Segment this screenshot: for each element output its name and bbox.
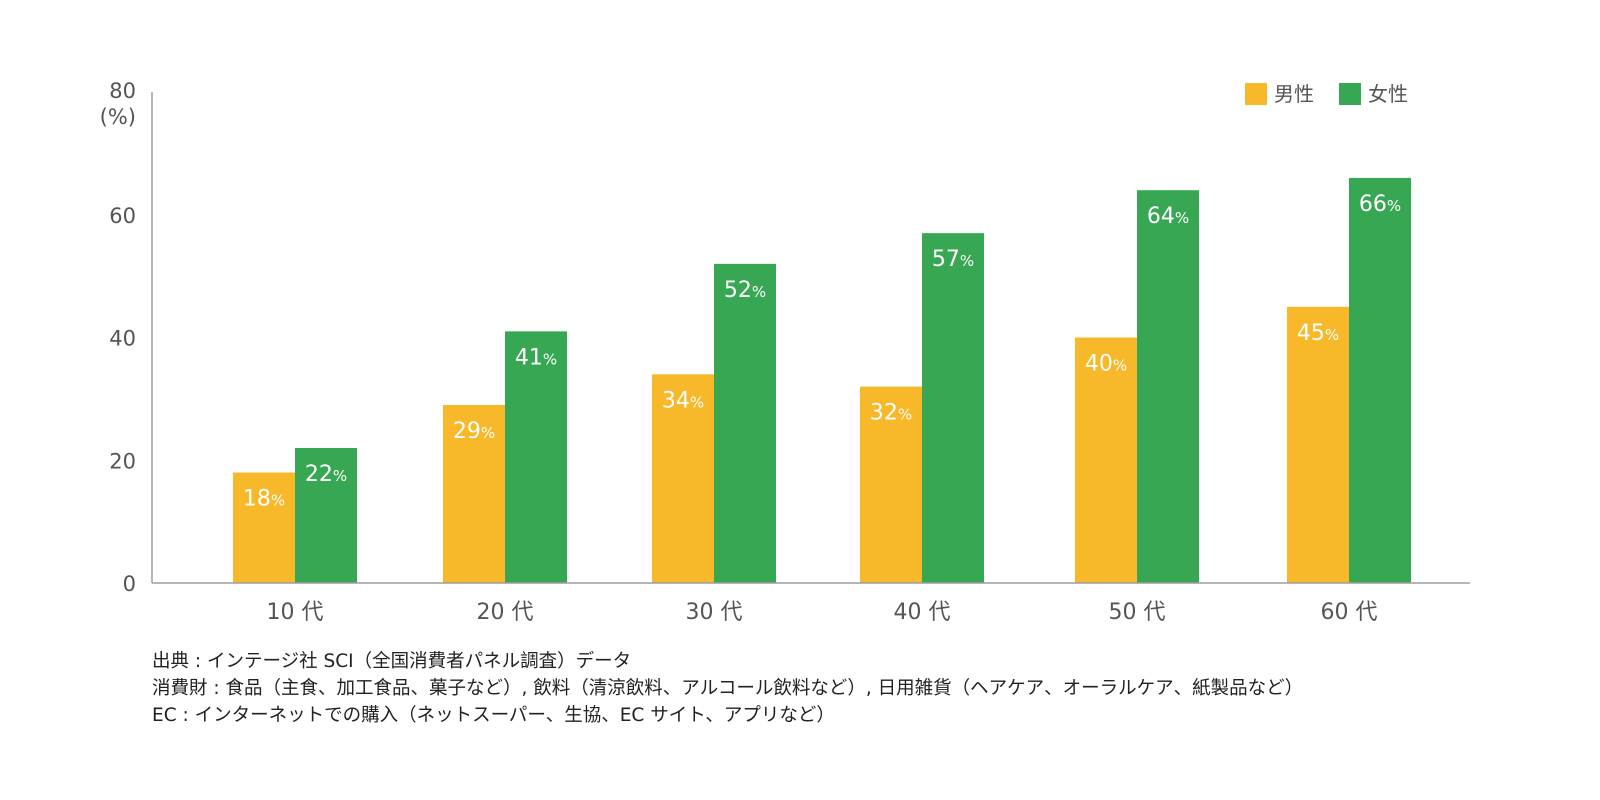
legend-swatch bbox=[1339, 83, 1361, 105]
bar bbox=[295, 447, 357, 583]
y-tick-label: 40 bbox=[109, 327, 136, 351]
x-tick-label: 60 代 bbox=[1321, 600, 1378, 625]
x-tick-label: 40 代 bbox=[894, 600, 951, 625]
bar bbox=[1349, 177, 1411, 584]
bar-data-label: 29% bbox=[453, 419, 495, 444]
bar bbox=[860, 386, 922, 583]
bars bbox=[233, 177, 1411, 584]
bar-data-label: 34% bbox=[662, 388, 704, 413]
footnotes: 出典 : インテージ社 SCI（全国消費者パネル調査）データ 消費財 : 食品（… bbox=[152, 648, 1572, 729]
footnote-source: 出典 : インテージ社 SCI（全国消費者パネル調査）データ bbox=[152, 651, 632, 672]
bar-data-label: 32% bbox=[870, 401, 912, 426]
legend-label: 男性 bbox=[1274, 82, 1314, 106]
bar-data-label: 57% bbox=[932, 247, 974, 272]
x-tick-label: 20 代 bbox=[477, 600, 534, 625]
legend-label: 女性 bbox=[1368, 82, 1408, 106]
bar-data-label: 64% bbox=[1147, 204, 1189, 229]
legend-swatch bbox=[1245, 83, 1267, 105]
bar-data-label: 22% bbox=[305, 462, 347, 487]
x-tick-label: 10 代 bbox=[267, 600, 324, 625]
bar bbox=[652, 374, 714, 583]
footnote-ec: EC : インターネットでの購入（ネットスーパー、生協、EC サイト、アプリなど… bbox=[152, 705, 835, 726]
bar-data-label: 45% bbox=[1297, 321, 1339, 346]
bar bbox=[443, 405, 505, 583]
x-tick-label: 30 代 bbox=[686, 600, 743, 625]
bar-chart: 0 20 40 60 80(%) 18% 22% 29% 41% 34% 52% 32% 57% 40%… bbox=[100, 79, 1470, 625]
bar-data-label: 40% bbox=[1085, 352, 1127, 377]
y-axis-labels: 0 20 40 60 80(%) bbox=[100, 79, 136, 596]
bar-data-label: 66% bbox=[1359, 192, 1401, 217]
bar bbox=[922, 233, 984, 583]
y-tick-label: 0 bbox=[123, 572, 136, 596]
bar-data-labels: 18% 22% 29% 41% 34% 52% 32% 57% 40% 64% 45% 66% bbox=[243, 192, 1401, 512]
bar bbox=[1075, 337, 1137, 583]
bar bbox=[1137, 190, 1199, 583]
legend: 男性 女性 bbox=[1245, 82, 1408, 106]
x-axis-labels: 10 代 20 代 30 代 40 代 50 代 60 代 bbox=[267, 600, 1378, 625]
y-unit-label: (%) bbox=[100, 105, 136, 129]
y-tick-label: 60 bbox=[109, 204, 136, 228]
x-tick-label: 50 代 bbox=[1109, 600, 1166, 625]
bar-data-label: 18% bbox=[243, 487, 285, 512]
bar bbox=[1287, 306, 1349, 583]
bar bbox=[714, 263, 776, 583]
y-tick-label: 20 bbox=[109, 449, 136, 473]
bar-data-label: 52% bbox=[724, 278, 766, 303]
footnote-consumer-goods: 消費財 : 食品（主食、加工食品、菓子など）, 飲料（清涼飲料、アルコール飲料な… bbox=[152, 678, 1304, 699]
bar bbox=[505, 331, 567, 583]
y-tick-label-top: 80 bbox=[109, 79, 136, 103]
bar bbox=[233, 472, 295, 583]
bar-data-label: 41% bbox=[515, 345, 557, 370]
